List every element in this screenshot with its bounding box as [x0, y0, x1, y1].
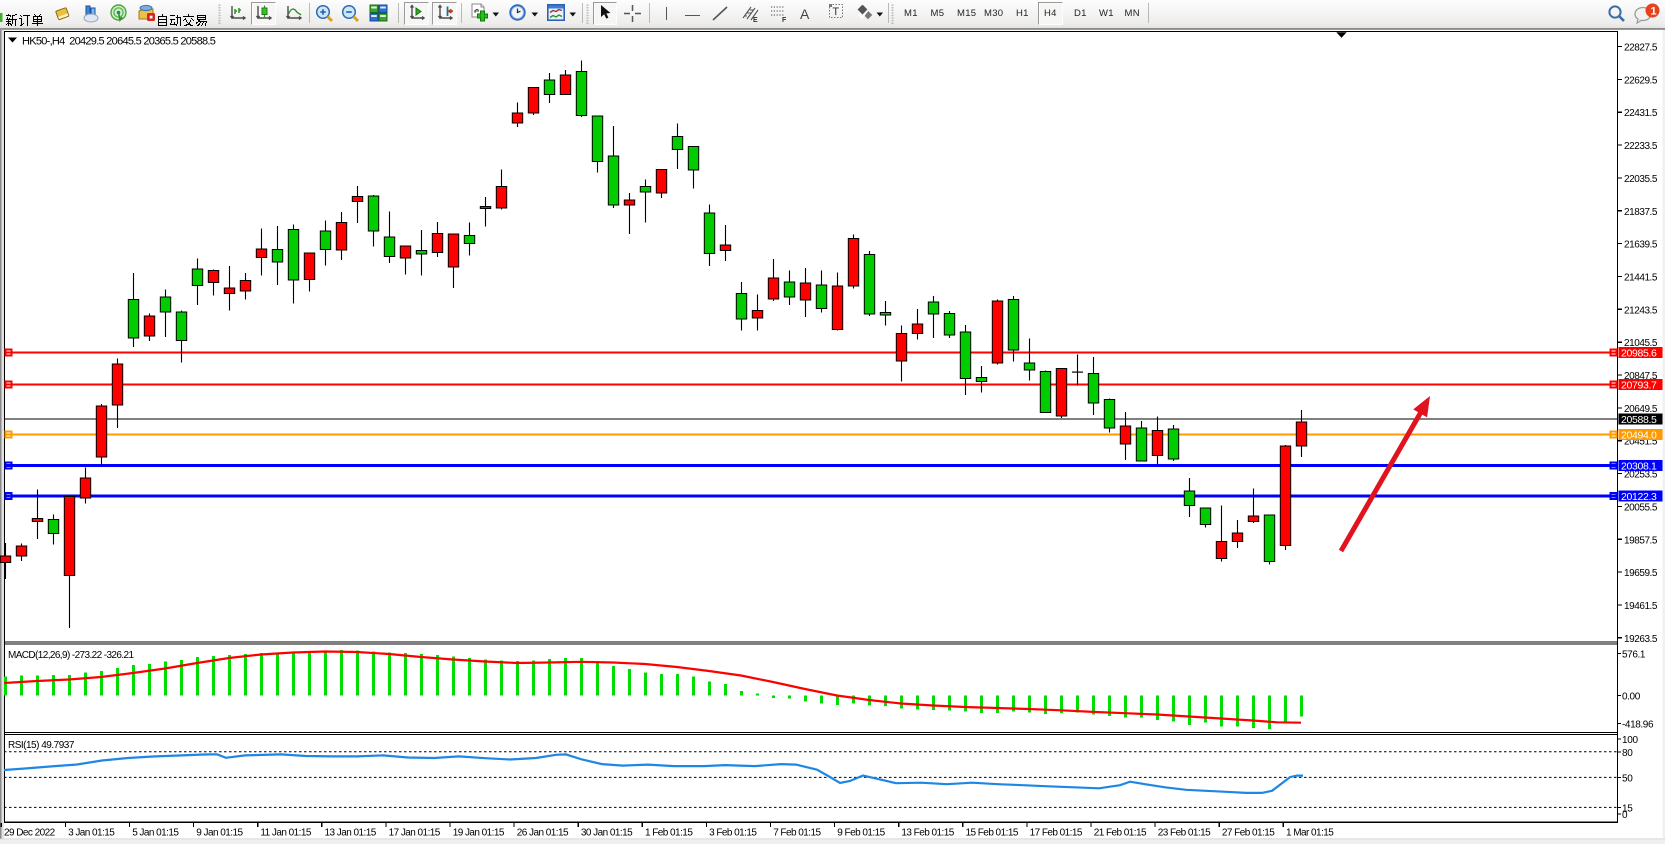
svg-text:1 Mar 01:15: 1 Mar 01:15: [1286, 828, 1334, 839]
svg-text:576.1: 576.1: [1622, 650, 1646, 661]
svg-text:80: 80: [1622, 748, 1633, 759]
svg-text:20649.5: 20649.5: [1624, 404, 1658, 415]
svg-text:15 Feb 01:15: 15 Feb 01:15: [966, 828, 1019, 839]
svg-text:20451.5: 20451.5: [1624, 437, 1658, 448]
svg-text:50: 50: [1622, 773, 1633, 784]
svg-text:19857.5: 19857.5: [1624, 535, 1658, 546]
svg-text:F: F: [782, 17, 787, 24]
svg-text:17 Jan 01:15: 17 Jan 01:15: [389, 828, 441, 839]
svg-text:RSI(15) 49.7937: RSI(15) 49.7937: [8, 740, 75, 751]
svg-text:100: 100: [1622, 735, 1639, 746]
svg-text:21639.5: 21639.5: [1624, 240, 1658, 251]
svg-text:19263.5: 19263.5: [1624, 634, 1658, 645]
svg-text:T: T: [832, 6, 839, 18]
svg-text:20308.1: 20308.1: [1621, 461, 1657, 473]
svg-text:5 Jan 01:15: 5 Jan 01:15: [132, 828, 179, 839]
svg-text:0: 0: [1622, 810, 1628, 821]
svg-text:3 Feb 01:15: 3 Feb 01:15: [709, 828, 757, 839]
svg-text:20847.5: 20847.5: [1624, 371, 1658, 382]
svg-text:29 Dec 2022: 29 Dec 2022: [4, 828, 56, 839]
svg-text:22431.5: 22431.5: [1624, 108, 1658, 119]
svg-text:20588.5: 20588.5: [1621, 414, 1657, 426]
svg-text:19461.5: 19461.5: [1624, 601, 1658, 612]
svg-text:20494.0: 20494.0: [1621, 430, 1657, 442]
svg-text:19659.5: 19659.5: [1624, 568, 1658, 579]
svg-text:20985.6: 20985.6: [1621, 348, 1657, 360]
svg-text:21 Feb 01:15: 21 Feb 01:15: [1094, 828, 1147, 839]
svg-text:9 Jan 01:15: 9 Jan 01:15: [196, 828, 243, 839]
svg-text:22629.5: 22629.5: [1624, 75, 1658, 86]
svg-text:26 Jan 01:15: 26 Jan 01:15: [517, 828, 569, 839]
svg-text:22233.5: 22233.5: [1624, 141, 1658, 152]
svg-text:3 Jan 01:15: 3 Jan 01:15: [68, 828, 115, 839]
svg-text:30 Jan 01:15: 30 Jan 01:15: [581, 828, 633, 839]
svg-text:20122.3: 20122.3: [1621, 491, 1657, 503]
svg-text:11 Jan 01:15: 11 Jan 01:15: [260, 828, 311, 839]
svg-text:21441.5: 21441.5: [1624, 272, 1658, 283]
svg-text:27 Feb 01:15: 27 Feb 01:15: [1222, 828, 1275, 839]
svg-text:23 Feb 01:15: 23 Feb 01:15: [1158, 828, 1211, 839]
svg-text:13 Feb 01:15: 13 Feb 01:15: [901, 828, 954, 839]
svg-text:15: 15: [1622, 803, 1633, 814]
svg-text:-418.96: -418.96: [1622, 720, 1654, 731]
svg-text:20055.5: 20055.5: [1624, 502, 1658, 513]
svg-text:0.00: 0.00: [1622, 692, 1641, 703]
svg-text:21045.5: 21045.5: [1624, 338, 1658, 349]
svg-text:7 Feb 01:15: 7 Feb 01:15: [773, 828, 821, 839]
svg-text:19 Jan 01:15: 19 Jan 01:15: [453, 828, 505, 839]
svg-text:20793.7: 20793.7: [1621, 380, 1657, 392]
svg-text:22035.5: 22035.5: [1624, 174, 1658, 185]
svg-text:HK50-,H4 20429.5 20645.5 2036: HK50-,H4 20429.5 20645.5 20365.5 20588.5: [22, 36, 216, 48]
svg-text:21837.5: 21837.5: [1624, 207, 1658, 218]
svg-text:E: E: [753, 17, 758, 24]
svg-text:22827.5: 22827.5: [1624, 43, 1658, 54]
svg-text:21243.5: 21243.5: [1624, 305, 1658, 316]
svg-text:1: 1: [1651, 5, 1657, 17]
svg-text:13 Jan 01:15: 13 Jan 01:15: [325, 828, 377, 839]
svg-text:17 Feb 01:15: 17 Feb 01:15: [1030, 828, 1083, 839]
svg-text:MACD(12,26,9) -273.22 -326.21: MACD(12,26,9) -273.22 -326.21: [8, 650, 134, 661]
svg-text:20253.5: 20253.5: [1624, 470, 1658, 481]
svg-text:9 Feb 01:15: 9 Feb 01:15: [837, 828, 885, 839]
svg-text:1 Feb 01:15: 1 Feb 01:15: [645, 828, 693, 839]
